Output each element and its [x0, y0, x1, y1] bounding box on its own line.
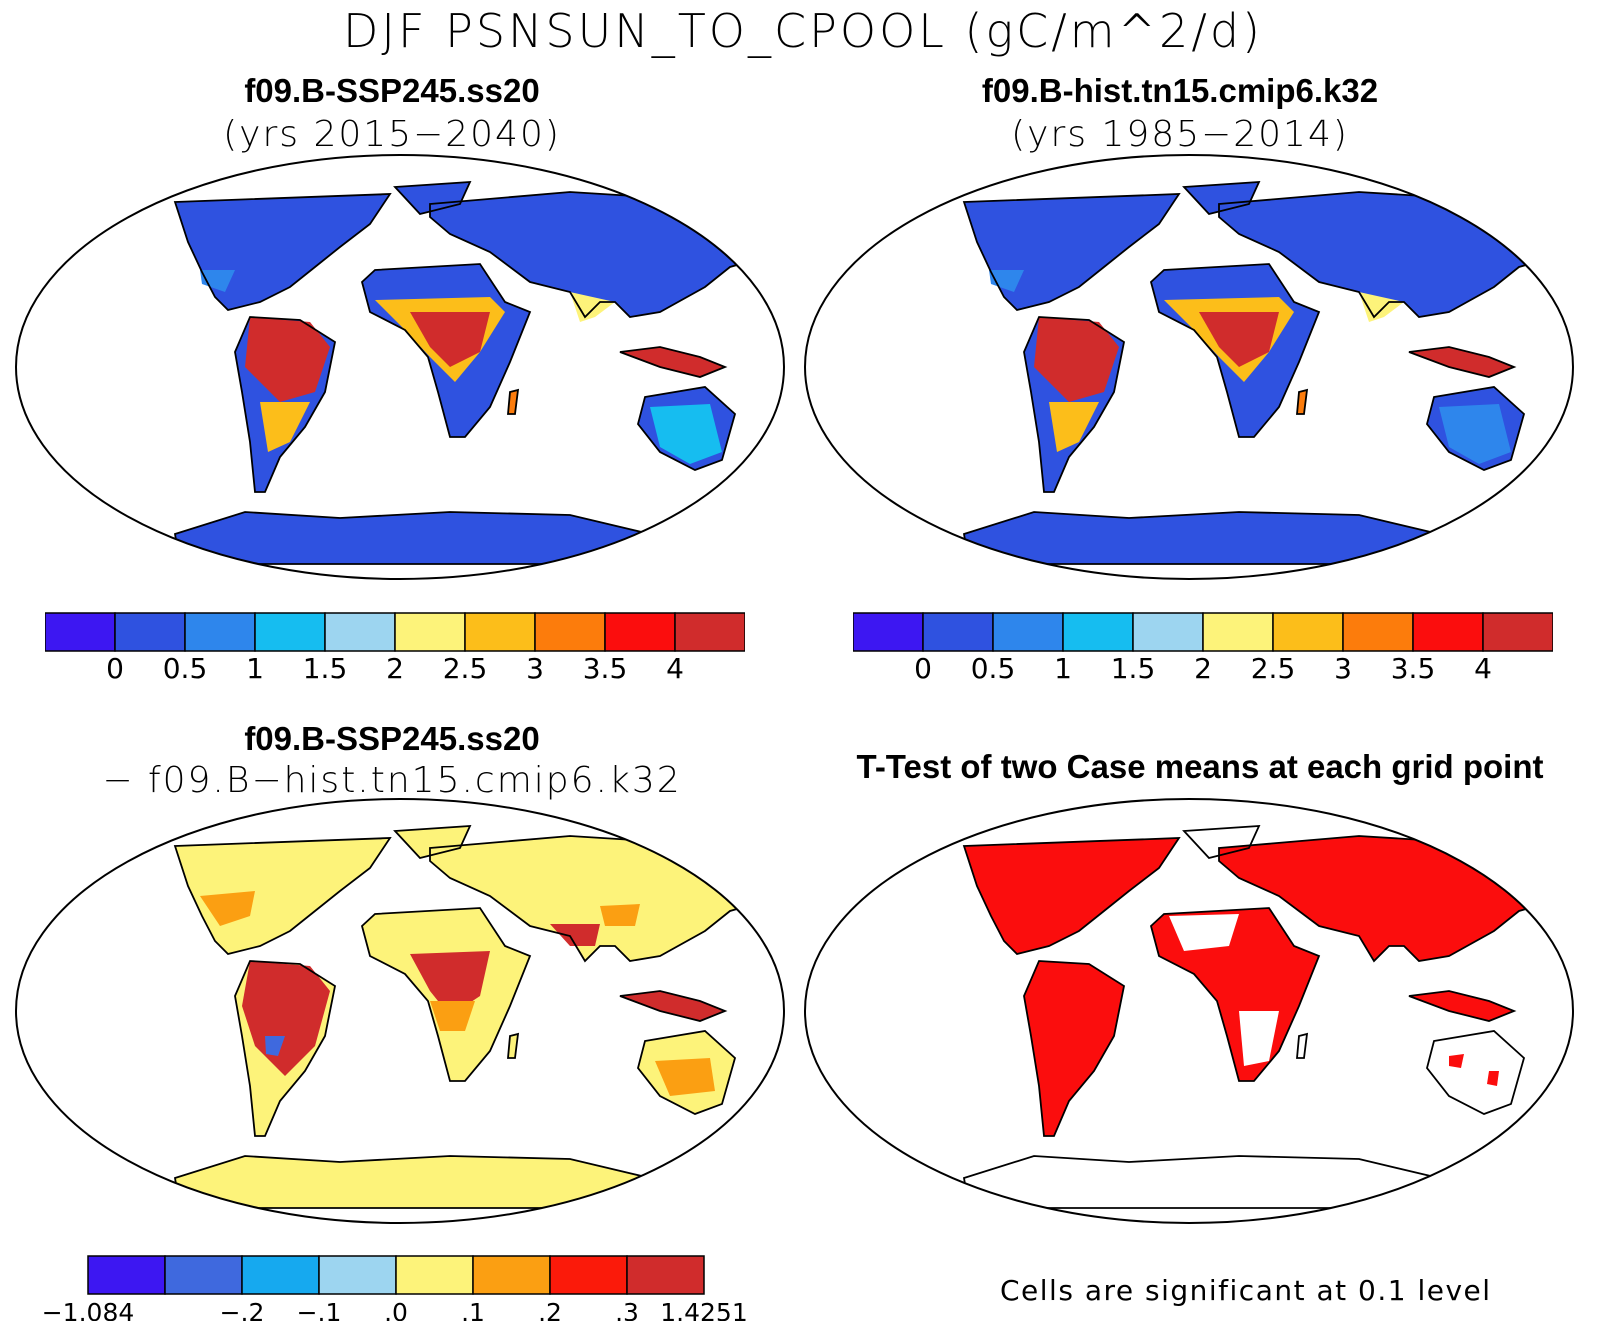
colorbar-swatch [184, 612, 256, 652]
colorbar-top-left: 0 0.5 1 1.5 2 2.5 3 3.5 4 [45, 612, 745, 682]
colorbar-swatch [604, 612, 676, 652]
colorbar-label: −.1 [297, 1298, 342, 1321]
colorbar-swatch [394, 612, 466, 652]
colorbar-label: 2 [1194, 652, 1212, 682]
colorbar-swatch [674, 612, 745, 652]
colorbar-swatch [472, 1255, 551, 1295]
colorbar-label: 4 [1474, 652, 1492, 682]
colorbar-label: 2.5 [1251, 652, 1296, 682]
panel-title-top-left: f09.B-SSP245.ss20 [244, 72, 540, 109]
panel-title-bottom-left: f09.B-SSP245.ss20 [244, 720, 540, 757]
map-bottom-right [804, 798, 1574, 1224]
significance-footnote: Cells are significant at 0.1 level [1000, 1274, 1492, 1307]
colorbar-swatch [318, 1255, 397, 1295]
figure-title: DJF PSNSUN_TO_CPOOL (gC/m^2/d) [343, 4, 1263, 58]
colorbar-swatch [45, 612, 116, 652]
colorbar-swatch [549, 1255, 628, 1295]
panel-subtitle-top-left: (yrs 2015−2040) [223, 114, 561, 155]
colorbar-label: 0.5 [163, 652, 208, 682]
colorbar-label: 2.5 [443, 652, 488, 682]
colorbar-label: 0 [106, 652, 124, 682]
colorbar-swatch [1482, 612, 1553, 652]
colorbar-swatch [626, 1255, 705, 1295]
colorbar-swatch [114, 612, 186, 652]
colorbar-label: 3 [1334, 652, 1352, 682]
colorbar-swatch [992, 612, 1064, 652]
colorbar-label: .2 [538, 1298, 562, 1321]
colorbar-label: 0 [914, 652, 932, 682]
colorbar-label: 1.4251 [660, 1298, 747, 1321]
panel-title-bottom-right: T-Test of two Case means at each grid po… [856, 748, 1544, 785]
colorbar-swatch [853, 612, 924, 652]
colorbar-bottom-left: −1.084 −.2 −.1 .0 .1 .2 .3 1.4251 [42, 1255, 748, 1321]
colorbar-top-right: 0 0.5 1 1.5 2 2.5 3 3.5 4 [853, 612, 1553, 682]
colorbar-swatch [324, 612, 396, 652]
colorbar-swatch [164, 1255, 243, 1295]
colorbar-label: 1.5 [303, 652, 348, 682]
colorbar-swatch [254, 612, 326, 652]
colorbar-label: −.2 [220, 1298, 265, 1321]
colorbar-swatch [1412, 612, 1484, 652]
map-top-left [15, 154, 785, 580]
colorbar-swatch [534, 612, 606, 652]
colorbar-swatch [922, 612, 994, 652]
colorbar-swatch [1202, 612, 1274, 652]
colorbar-label: 4 [666, 652, 684, 682]
colorbar-label: 1.5 [1111, 652, 1156, 682]
colorbar-swatch [464, 612, 536, 652]
colorbar-swatch [87, 1255, 166, 1295]
panel-subtitle-bottom-left: − f09.B−hist.tn15.cmip6.k32 [102, 760, 682, 801]
panel-title-top-right: f09.B-hist.tn15.cmip6.k32 [981, 72, 1379, 109]
colorbar-swatch [1132, 612, 1204, 652]
colorbar-swatch [1342, 612, 1414, 652]
colorbar-label: 3.5 [1391, 652, 1436, 682]
colorbar-label: −1.084 [42, 1298, 135, 1321]
colorbar-label: 2 [386, 652, 404, 682]
colorbar-label: 1 [246, 652, 264, 682]
colorbar-label: 0.5 [971, 652, 1016, 682]
colorbar-swatch [1062, 612, 1134, 652]
colorbar-label: .3 [615, 1298, 639, 1321]
map-bottom-left [15, 798, 785, 1224]
colorbar-label: 3 [526, 652, 544, 682]
colorbar-swatch [241, 1255, 320, 1295]
colorbar-swatch [395, 1255, 474, 1295]
colorbar-label: 3.5 [583, 652, 628, 682]
colorbar-swatch [1272, 612, 1344, 652]
map-top-right [804, 154, 1574, 580]
colorbar-label: .1 [461, 1298, 485, 1321]
panel-subtitle-top-right: (yrs 1985−2014) [1011, 114, 1349, 155]
colorbar-label: 1 [1054, 652, 1072, 682]
colorbar-label: .0 [384, 1298, 408, 1321]
